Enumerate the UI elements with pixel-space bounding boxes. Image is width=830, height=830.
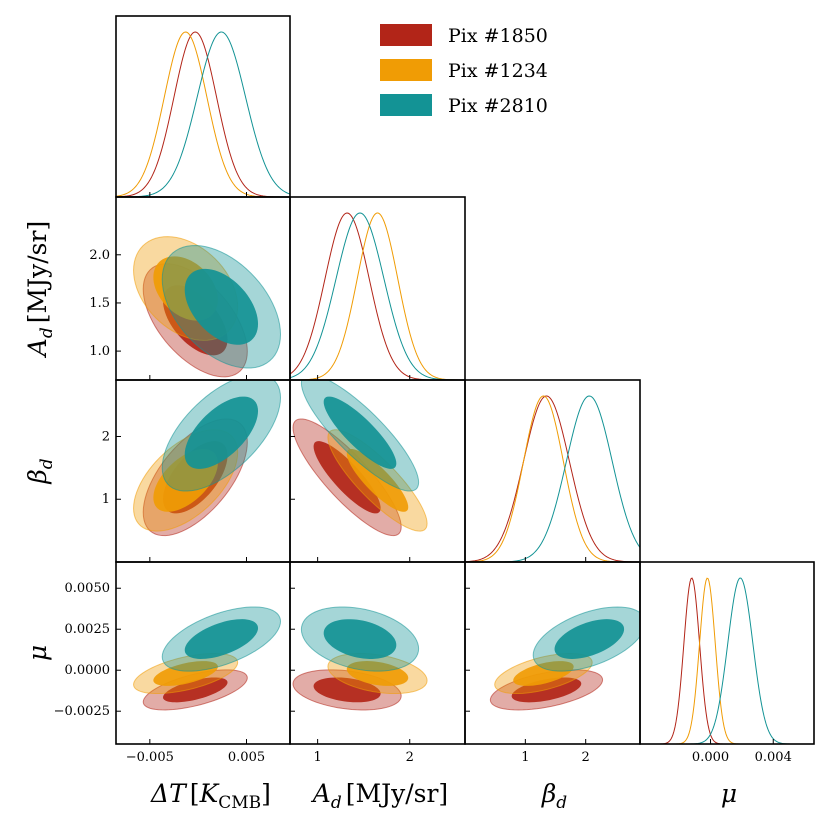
y-axis-label-mu: μ bbox=[23, 645, 52, 661]
contour-panel-2-0 bbox=[133, 380, 282, 537]
legend-swatch-pix-2810 bbox=[380, 94, 432, 116]
marginal-pix-1850 bbox=[290, 212, 465, 380]
x-axis-label-mu: μ bbox=[721, 779, 737, 808]
legend-label-pix-2810: Pix #2810 bbox=[448, 95, 548, 117]
legend-swatch-pix-1850 bbox=[380, 24, 432, 46]
marginal-pix-1850 bbox=[640, 577, 814, 744]
contour-68-pix-1234 bbox=[513, 661, 574, 686]
x-tick-label: 2 bbox=[406, 750, 414, 765]
contour-panel-3-0 bbox=[133, 606, 282, 711]
contour-68-pix-1850 bbox=[313, 441, 381, 514]
y-axis-label-beta-d: βd bbox=[23, 458, 57, 484]
contour-68-pix-2810 bbox=[184, 396, 259, 469]
panel-frames bbox=[115, 15, 815, 745]
y-axis-label-a-d: Ad[MJy/sr] bbox=[23, 221, 57, 358]
panel-frame-1-1 bbox=[289, 196, 466, 381]
contour-panel-3-1 bbox=[292, 606, 428, 711]
y-tick-label: 0.0000 bbox=[65, 663, 111, 678]
contour-panel-2-1 bbox=[292, 380, 428, 537]
legend-label-pix-1850: Pix #1850 bbox=[448, 25, 548, 47]
marginal-panel-0 bbox=[116, 31, 290, 197]
contour-68-pix-2810 bbox=[554, 619, 625, 659]
marginal-panel-2 bbox=[465, 395, 640, 562]
contour-panel-3-2 bbox=[489, 606, 640, 711]
marginal-pix-1234 bbox=[465, 395, 640, 562]
marginal-panel-1 bbox=[290, 212, 465, 380]
y-tick-label: 0.0050 bbox=[65, 581, 111, 596]
contour-68-pix-1850 bbox=[163, 677, 228, 703]
marginal-pix-2810 bbox=[116, 31, 290, 197]
contour-68-pix-1234 bbox=[346, 661, 409, 686]
marginal-pix-2810 bbox=[290, 212, 465, 380]
plot-panels bbox=[116, 31, 814, 744]
contour-68-pix-2810 bbox=[184, 619, 259, 659]
legend-label-pix-1234: Pix #1234 bbox=[448, 60, 548, 82]
contour-68-pix-2810 bbox=[323, 619, 397, 659]
contour-panel-1-0 bbox=[133, 236, 282, 378]
contour-68-pix-1234 bbox=[153, 661, 218, 686]
x-tick-label: 0.000 bbox=[692, 750, 729, 765]
axis-ticks: −0.005 0.005 1 2 1 2 0.000 0.004 1.0 1.5 2.0 1 2 −0.0… bbox=[54, 192, 792, 765]
y-tick-label: 1.0 bbox=[89, 344, 110, 359]
y-tick-label: 1 bbox=[102, 492, 110, 507]
legend-swatch-pix-1234 bbox=[380, 59, 432, 81]
x-tick-label: 0.005 bbox=[228, 750, 265, 765]
contour-68-pix-2810 bbox=[184, 268, 259, 345]
x-tick-label: 1 bbox=[313, 750, 321, 765]
marginal-pix-2810 bbox=[465, 395, 640, 562]
y-tick-label: −0.0025 bbox=[54, 704, 110, 719]
x-axis-label-beta-d: βd bbox=[541, 779, 567, 813]
marginal-panel-3 bbox=[640, 577, 814, 744]
x-tick-label: 2 bbox=[582, 750, 590, 765]
marginal-pix-1850 bbox=[465, 395, 640, 562]
marginal-pix-1850 bbox=[116, 31, 290, 197]
marginal-pix-1234 bbox=[640, 577, 814, 744]
x-tick-label: 1 bbox=[521, 750, 529, 765]
y-tick-label: 1.5 bbox=[89, 296, 110, 311]
x-axis-label-a-d: Ad [MJy/sr] bbox=[311, 779, 448, 813]
y-tick-label: 2 bbox=[102, 429, 110, 444]
marginal-pix-2810 bbox=[640, 577, 814, 744]
x-axis-label-delta-t: ΔT [KCMB] bbox=[150, 779, 271, 813]
axis-labels: ΔT [KCMB] Ad [MJy/sr] βd μ Ad[MJy/sr] βd μ bbox=[23, 221, 737, 813]
panel-frame-2-2 bbox=[464, 379, 641, 563]
legend: Pix #1850 Pix #1234 Pix #2810 bbox=[380, 24, 548, 117]
marginal-pix-1234 bbox=[290, 212, 465, 380]
contour-68-pix-2810 bbox=[323, 396, 397, 469]
x-tick-label: 0.004 bbox=[755, 750, 792, 765]
y-tick-label: 0.0025 bbox=[65, 622, 111, 637]
x-tick-label: −0.005 bbox=[126, 750, 174, 765]
marginal-pix-1234 bbox=[116, 31, 290, 197]
y-tick-label: 2.0 bbox=[89, 248, 110, 263]
contour-68-pix-1850 bbox=[313, 677, 381, 703]
panel-frame-3-3 bbox=[639, 561, 815, 745]
